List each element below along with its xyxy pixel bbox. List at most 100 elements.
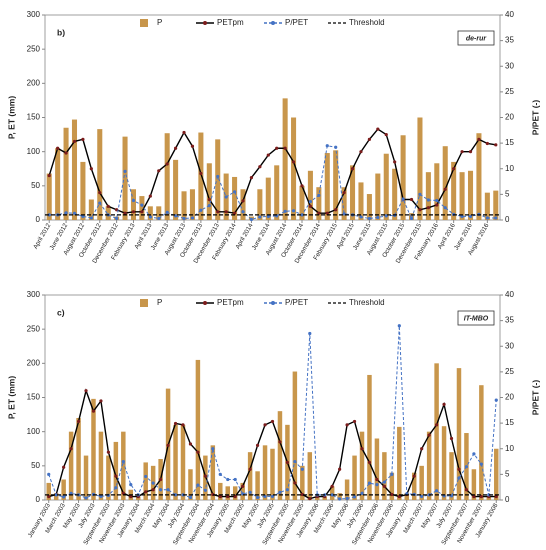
series-marker: [131, 210, 136, 214]
series-marker: [159, 488, 163, 492]
series-marker: [464, 488, 469, 492]
bar: [382, 452, 387, 500]
series-marker: [89, 216, 93, 220]
bar: [307, 452, 313, 500]
bar: [130, 189, 136, 220]
y2-tick-label: 25: [505, 367, 514, 376]
series-marker: [54, 493, 58, 497]
bar: [136, 496, 141, 500]
series-marker: [275, 146, 279, 150]
series-marker: [47, 472, 51, 476]
series-marker: [285, 488, 290, 492]
series-marker: [115, 216, 119, 221]
legend-label: Threshold: [349, 298, 385, 307]
bar: [434, 163, 440, 220]
y-tick-label: 50: [31, 461, 40, 470]
series-marker: [345, 496, 349, 501]
bar: [358, 182, 364, 220]
series-marker: [165, 162, 169, 166]
series-marker: [157, 216, 161, 221]
bar: [344, 479, 350, 500]
series-marker: [232, 190, 237, 194]
series-marker: [263, 423, 267, 427]
bar: [53, 493, 59, 500]
series-marker: [190, 144, 195, 148]
bar: [106, 455, 111, 500]
series-marker: [393, 160, 397, 164]
bar: [173, 424, 178, 500]
y-tick-label: 300: [27, 290, 41, 299]
series-marker: [203, 488, 207, 492]
series-marker: [91, 409, 96, 413]
bar: [195, 359, 201, 500]
bar: [247, 452, 253, 500]
series-marker: [460, 150, 464, 154]
bar: [375, 173, 381, 220]
bar: [156, 206, 162, 220]
series-marker: [248, 490, 252, 494]
series-marker: [494, 216, 498, 220]
bar: [225, 486, 230, 500]
series-marker: [412, 474, 416, 478]
bar: [180, 424, 186, 500]
series-marker: [258, 165, 262, 169]
series-marker: [216, 174, 220, 179]
series-marker: [420, 447, 424, 451]
series-marker: [241, 484, 245, 488]
series-marker: [190, 216, 195, 220]
bar: [374, 438, 380, 500]
series-marker: [487, 493, 491, 497]
bar: [324, 153, 330, 220]
series-marker: [352, 495, 357, 499]
bar: [451, 161, 457, 220]
bar: [292, 371, 298, 500]
bar: [476, 133, 482, 220]
bar: [76, 418, 81, 500]
bar: [417, 117, 423, 220]
bar: [113, 441, 119, 500]
panel-label: c): [57, 307, 65, 317]
series-marker: [216, 210, 220, 214]
series-marker: [427, 433, 431, 437]
bar: [277, 411, 283, 500]
y2-tick-label: 35: [505, 36, 514, 45]
series-marker: [226, 477, 230, 482]
bar: [449, 452, 454, 500]
y-tick-label: 250: [27, 324, 41, 333]
series-marker: [285, 460, 290, 465]
legend-label: Threshold: [349, 18, 385, 27]
series-marker: [182, 216, 186, 221]
series-marker: [278, 440, 282, 444]
series-marker: [494, 494, 498, 499]
series-marker: [317, 211, 321, 215]
series-marker: [330, 493, 334, 497]
series-marker: [255, 443, 260, 447]
bar: [188, 469, 193, 500]
series-marker: [196, 483, 200, 487]
series-marker: [367, 216, 371, 221]
series-marker: [241, 199, 245, 203]
series-marker: [376, 127, 380, 131]
bar: [257, 189, 263, 220]
y2-axis-title: P/PET (-): [530, 380, 540, 416]
bar: [282, 98, 288, 220]
series-marker: [173, 421, 178, 426]
bar: [404, 493, 409, 500]
series-marker: [397, 494, 401, 499]
series-marker: [207, 204, 211, 208]
series-marker: [151, 488, 155, 492]
series-marker: [308, 199, 313, 204]
y2-tick-label: 35: [505, 316, 514, 325]
series-marker: [384, 132, 388, 137]
series-marker: [457, 476, 461, 480]
series-marker: [232, 211, 237, 215]
series-marker: [359, 215, 363, 219]
bar: [367, 374, 372, 500]
series-marker: [144, 474, 148, 479]
series-marker: [263, 494, 267, 499]
bar: [210, 445, 216, 500]
bar: [486, 496, 492, 500]
series-marker: [182, 130, 186, 135]
y2-tick-label: 0: [505, 215, 510, 224]
series-marker: [426, 206, 430, 210]
